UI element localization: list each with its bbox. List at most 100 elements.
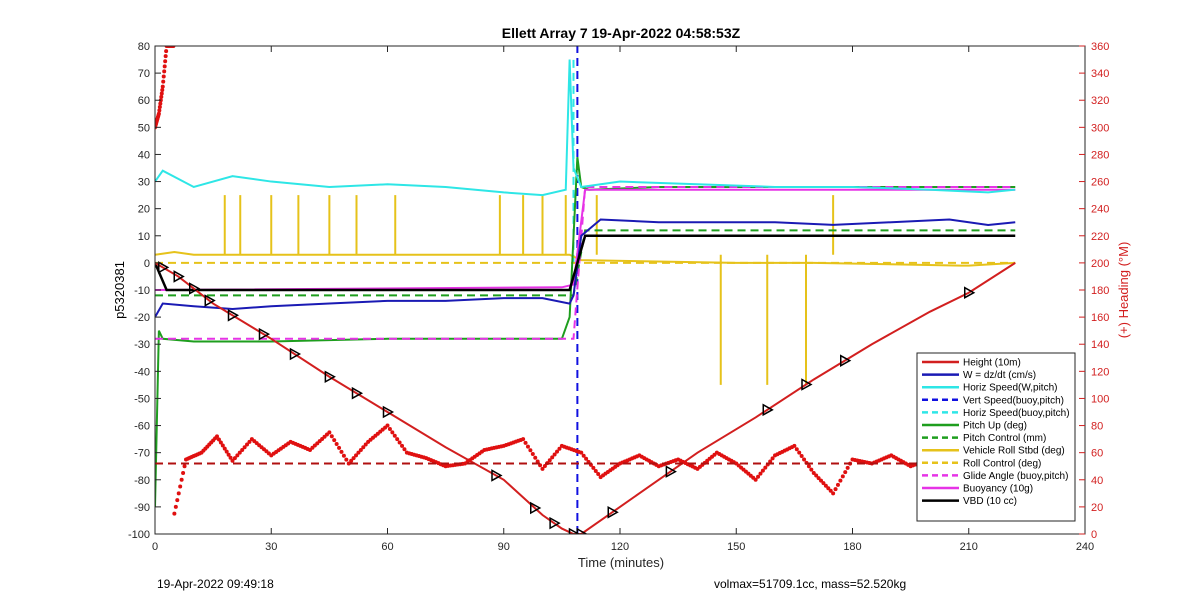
y-tick-label-right: 180	[1091, 285, 1109, 297]
heading-point	[797, 450, 802, 455]
legend-entry: Horiz Speed(W,pitch)	[963, 383, 1057, 394]
y-tick-label: 0	[144, 258, 150, 270]
height-marker	[665, 465, 677, 478]
y-tick-label-right: 280	[1091, 149, 1109, 161]
y-tick-label: 20	[138, 204, 150, 216]
heading-point	[161, 79, 166, 84]
heading-point	[802, 457, 807, 462]
x-tick-label: 180	[843, 541, 861, 553]
height-marker	[258, 327, 271, 341]
height-marker	[173, 270, 185, 283]
y-tick-label-right: 20	[1091, 502, 1103, 514]
y-tick-label: -30	[134, 339, 150, 351]
heading-point	[387, 426, 392, 431]
x-tick-label: 240	[1076, 541, 1094, 553]
heading-point	[826, 486, 831, 491]
heading-point	[831, 491, 836, 496]
heading-point	[160, 84, 165, 89]
y-tick-label: 30	[138, 177, 150, 189]
height-marker	[762, 403, 774, 417]
height-marker	[382, 405, 395, 419]
heading-point	[770, 456, 775, 461]
heading-point	[753, 477, 758, 482]
height-marker	[491, 469, 503, 482]
x-tick-label: 90	[498, 541, 510, 553]
heading-point	[579, 450, 584, 455]
heading-point	[346, 461, 351, 466]
heading-point	[242, 445, 247, 450]
x-tick-label: 0	[152, 541, 158, 553]
heading-point	[525, 444, 530, 449]
series-roll	[155, 251, 1016, 267]
x-tick-label: 120	[611, 541, 629, 553]
y-tick-label-right: 260	[1091, 177, 1109, 189]
heading-point	[161, 74, 166, 79]
height-marker	[840, 354, 852, 367]
legend-entry: VBD (10 cc)	[963, 496, 1017, 507]
heading-point	[552, 452, 557, 457]
x-tick-label: 150	[727, 541, 745, 553]
y-axis-label: p5320381	[112, 261, 127, 319]
series-vbd	[155, 234, 1016, 292]
heading-point	[395, 437, 400, 442]
chart-title: Ellett Array 7 19-Apr-2022 04:58:53Z	[502, 25, 741, 41]
height-marker	[204, 294, 216, 307]
heading-point	[811, 471, 816, 475]
heading-point	[533, 455, 538, 460]
height-marker	[801, 378, 813, 391]
legend-entry: Vehicle Roll Stbd (deg)	[963, 446, 1065, 457]
heading-point	[758, 471, 763, 476]
y-tick-label-right: 200	[1091, 258, 1109, 270]
heading-point	[361, 445, 366, 450]
y-tick-label: -60	[134, 421, 150, 433]
series-horiz_w	[155, 59, 1016, 197]
heading-point	[363, 442, 368, 447]
heading-point	[799, 454, 804, 459]
heading-point	[823, 483, 828, 488]
heading-point	[523, 440, 528, 445]
height-marker	[607, 506, 619, 519]
heading-point	[358, 447, 363, 452]
heading-point	[521, 437, 526, 442]
y-tick-label-right: 60	[1091, 448, 1103, 460]
heading-point	[840, 474, 845, 479]
y-tick-label: 60	[138, 95, 150, 107]
heading-point	[528, 448, 533, 453]
heading-point	[247, 439, 252, 444]
legend-entry: Pitch Control (mm)	[963, 433, 1046, 444]
heading-point	[344, 457, 349, 462]
heading-point	[182, 464, 187, 469]
heading-point	[400, 443, 405, 448]
legend-entry: Vert Speed(buoy,pitch)	[963, 395, 1064, 406]
heading-point	[341, 453, 346, 458]
heading-point	[354, 453, 359, 458]
heading-point	[768, 459, 773, 464]
heading-point	[327, 430, 332, 435]
height-marker	[227, 309, 240, 322]
y-tick-label-right: 340	[1091, 68, 1109, 80]
heading-point	[332, 438, 337, 443]
heading-point	[530, 452, 535, 457]
y-tick-label: 10	[138, 231, 150, 243]
heading-point	[794, 447, 799, 452]
heading-point	[216, 437, 221, 442]
heading-point	[792, 443, 797, 448]
heading-point	[351, 456, 356, 461]
height-marker	[289, 347, 302, 361]
heading-point	[584, 456, 589, 461]
heading-point	[163, 59, 168, 64]
height-marker	[324, 370, 336, 384]
footer-volume-mass: volmax=51709.1cc, mass=52.520kg	[714, 577, 907, 591]
plot-area	[155, 46, 1016, 534]
y-tick-label-right: 140	[1091, 339, 1109, 351]
height-marker	[568, 527, 581, 534]
y-tick-label-right: 240	[1091, 204, 1109, 216]
heading-point	[329, 434, 334, 439]
heading-point	[181, 471, 186, 475]
heading-point	[843, 470, 848, 475]
y-tick-label: -50	[134, 393, 150, 405]
heading-point	[172, 511, 177, 516]
heading-point	[179, 477, 184, 482]
heading-point	[235, 453, 240, 458]
heading-point	[821, 481, 826, 486]
